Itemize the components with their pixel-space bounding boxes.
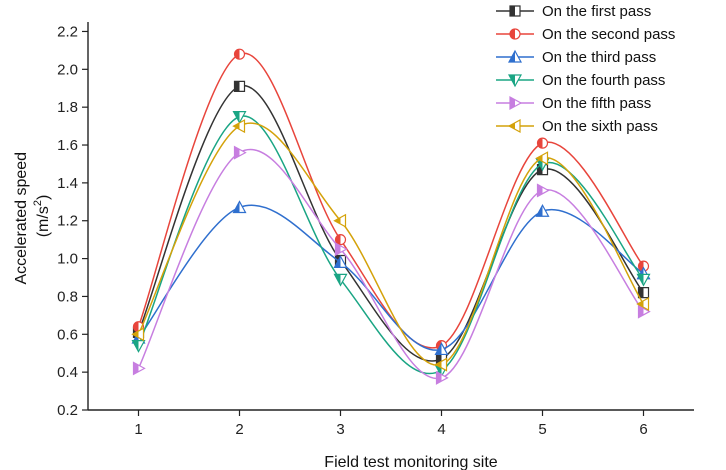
- y-tick-label: 0.2: [57, 402, 78, 419]
- y-axis-title-unit: (m/s: [35, 206, 52, 237]
- x-tick-label: 2: [235, 421, 243, 438]
- y-tick-label: 2.0: [57, 61, 78, 78]
- legend-marker: [507, 118, 521, 134]
- legend-label: On the third pass: [542, 49, 656, 66]
- y-tick-label: 1.4: [57, 175, 78, 192]
- x-tick-label: 1: [134, 421, 142, 438]
- plot-lines: [131, 48, 651, 385]
- data-point-s6-x2: [232, 119, 246, 134]
- data-point-s6-x3: [333, 213, 347, 228]
- legend-label: On the second pass: [542, 26, 675, 43]
- y-tick-label: 0.6: [57, 326, 78, 343]
- data-point-s4-x2: [232, 111, 247, 124]
- y-tick-label: 0.8: [57, 288, 78, 305]
- data-point-s5-x4: [435, 370, 449, 385]
- legend-marker: [507, 49, 523, 63]
- data-point-s4-x1: [131, 340, 146, 353]
- data-point-s3-x4: [434, 342, 449, 356]
- series-line-6: [137, 122, 645, 366]
- y-tick-label: 0.4: [57, 364, 78, 381]
- axes: 0.2 0.4 0.6 0.8 1.0 1.2 1.4 1.6 1.8 2.0 2.2 1 2 3 4 5 6: [57, 22, 694, 438]
- series-line-5: [137, 148, 645, 380]
- y-axis-title-unit-close: ): [35, 195, 52, 200]
- data-point-s1-x2: [233, 80, 246, 92]
- legend-marker: [507, 74, 523, 88]
- data-point-s6-x5: [535, 151, 549, 166]
- y-tick-label: 1.6: [57, 137, 78, 154]
- data-point-s6-x6: [636, 296, 650, 312]
- x-tick-label: 6: [639, 421, 647, 438]
- data-point-s5-x1: [132, 361, 146, 376]
- data-point-s2-x2: [233, 48, 246, 60]
- legend-marker: [509, 28, 521, 40]
- y-tick-label: 2.2: [57, 23, 78, 40]
- series-line-4: [137, 115, 645, 375]
- legend-label: On the fifth pass: [542, 95, 651, 112]
- data-point-s5-x3: [334, 242, 348, 257]
- legend: On the first pass On the second pass On th…: [496, 3, 675, 135]
- legend-label: On the first pass: [542, 3, 651, 20]
- legend-marker: [509, 95, 523, 111]
- legend-item-4: On the fourth pass: [496, 72, 665, 89]
- y-tick-label: 1.2: [57, 213, 78, 230]
- legend-item-6: On the sixth pass: [496, 118, 658, 135]
- data-point-s5-x2: [233, 145, 247, 160]
- data-point-s4-x3: [333, 273, 348, 287]
- data-point-s2-x6: [637, 260, 650, 272]
- x-tick-label: 5: [538, 421, 546, 438]
- legend-marker: [509, 5, 521, 17]
- x-tick-label: 4: [437, 421, 445, 438]
- data-point-s5-x5: [536, 183, 550, 198]
- series-line-3: [137, 204, 644, 351]
- y-tick-label: 1.0: [57, 251, 78, 268]
- y-axis-title: Accelerated speed (m/s2): [13, 148, 52, 285]
- data-point-s3-x3: [333, 255, 348, 268]
- legend-item-5: On the fifth pass: [496, 95, 651, 112]
- data-point-s6-x1: [131, 327, 145, 342]
- y-tick-label: 1.8: [57, 99, 78, 116]
- data-point-s3-x5: [535, 204, 550, 217]
- legend-item-1: On the first pass: [496, 3, 651, 20]
- y-axis-title-unit-exponent: 2: [32, 200, 44, 206]
- data-point-s6-x4: [434, 357, 448, 372]
- data-point-s3-x2: [232, 200, 247, 214]
- x-tick-label: 3: [336, 421, 344, 438]
- legend-item-3: On the third pass: [496, 49, 656, 66]
- data-point-s2-x5: [536, 137, 549, 149]
- data-point-s5-x6: [637, 304, 651, 319]
- y-axis-title-line1: Accelerated speed: [13, 152, 30, 285]
- data-point-s4-x6: [636, 273, 651, 287]
- legend-item-2: On the second pass: [496, 26, 675, 43]
- legend-label: On the sixth pass: [542, 118, 658, 135]
- legend-label: On the fourth pass: [542, 72, 665, 89]
- x-axis-title: Field test monitoring site: [324, 454, 498, 470]
